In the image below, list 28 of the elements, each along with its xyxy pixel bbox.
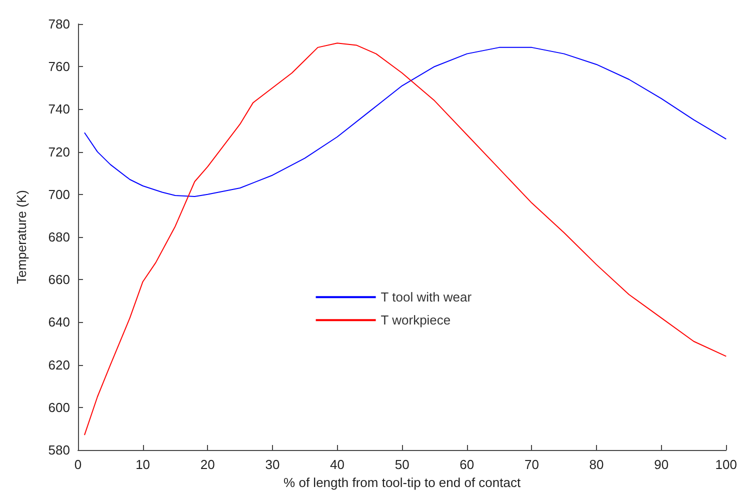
x-tick-label: 80 <box>589 457 604 472</box>
y-tick-label: 720 <box>48 144 70 160</box>
x-tick-label: 30 <box>265 457 280 472</box>
x-tick-label: 40 <box>330 457 344 472</box>
y-tick-label: 640 <box>48 314 70 330</box>
line-series <box>84 46 727 198</box>
x-tick-label: 90 <box>654 457 669 472</box>
x-tick-label: 60 <box>460 457 474 472</box>
y-tick-label: 700 <box>48 186 70 202</box>
y-tick-label: 660 <box>48 272 70 288</box>
x-axis-title: % of length from tool-tip to end of contact <box>284 475 521 490</box>
y-tick-label: 680 <box>48 230 70 244</box>
y-tick-label: 740 <box>48 102 70 117</box>
y-tick-label: 620 <box>48 357 70 372</box>
line-series <box>84 42 727 436</box>
x-tick-label: 0 <box>74 457 82 472</box>
y-axis-title: Temperature (K) <box>14 190 29 284</box>
y-tick-label: 580 <box>48 442 70 458</box>
y-tick-label: 600 <box>48 400 70 415</box>
legend-label: T tool with wear <box>380 290 472 305</box>
x-tick-label: 70 <box>524 457 539 472</box>
legend-label: T workpiece <box>380 312 451 328</box>
x-tick-label: 100 <box>715 457 738 472</box>
x-tick-label: 10 <box>136 457 150 472</box>
x-tick-label: 50 <box>394 457 410 472</box>
x-tick-label: 20 <box>200 457 215 472</box>
y-tick-label: 780 <box>48 16 70 32</box>
y-tick-label: 760 <box>48 59 70 74</box>
